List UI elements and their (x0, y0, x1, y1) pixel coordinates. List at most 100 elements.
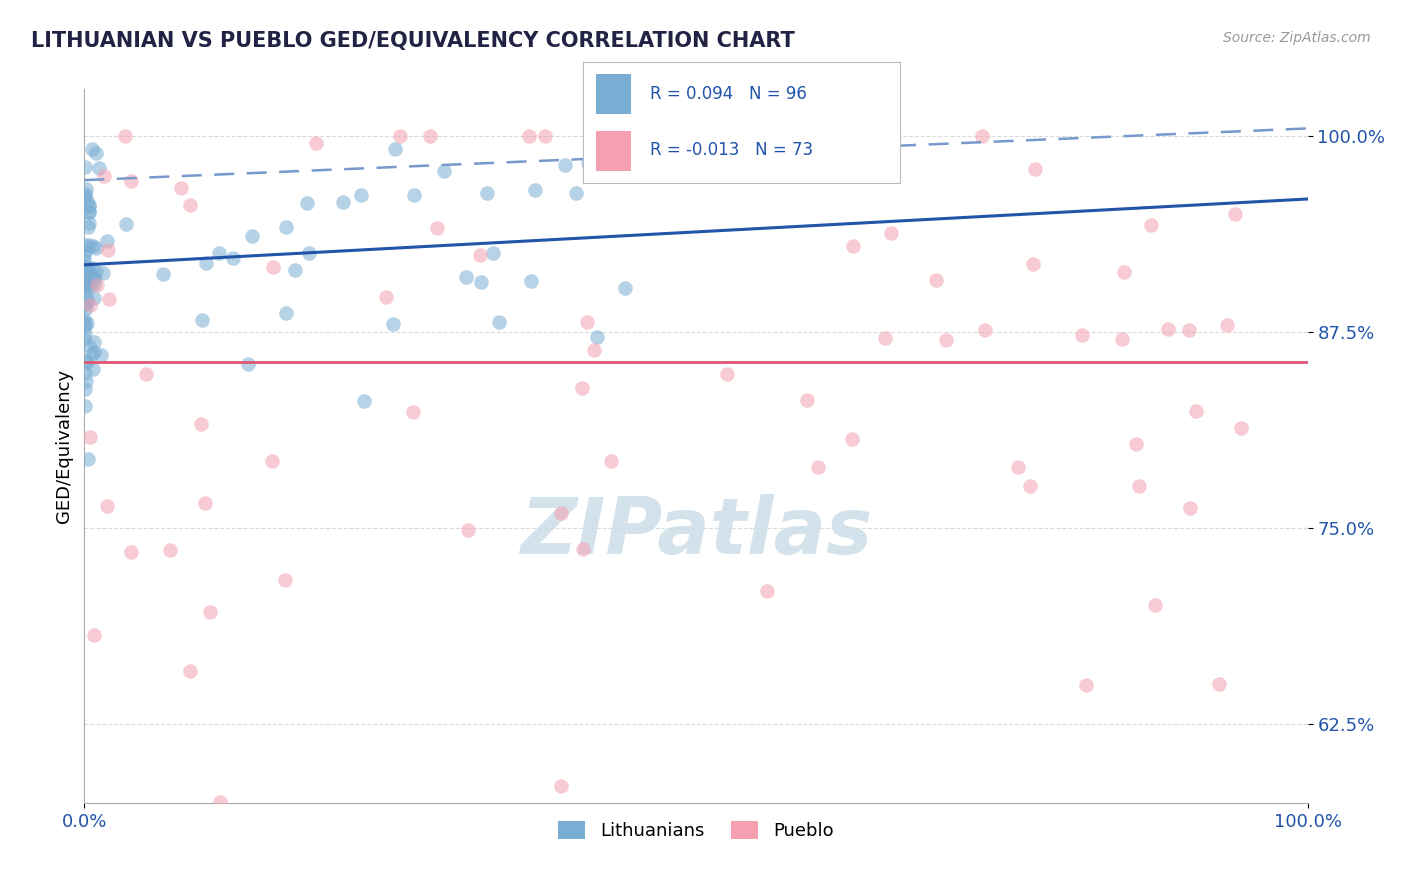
Text: LITHUANIAN VS PUEBLO GED/EQUIVALENCY CORRELATION CHART: LITHUANIAN VS PUEBLO GED/EQUIVALENCY COR… (31, 31, 794, 51)
Point (195, 255, 218, 269)
Point (381, 317, 404, 331)
Point (456, 269, 478, 284)
Point (262, 260, 284, 274)
Point (1071, 328, 1094, 343)
Point (517, 129, 540, 144)
Point (1112, 265, 1135, 279)
Point (1177, 323, 1199, 337)
Point (974, 323, 997, 337)
Point (76, 219, 98, 234)
Point (388, 129, 411, 144)
Point (1156, 321, 1178, 335)
Point (716, 367, 738, 381)
Point (353, 394, 375, 409)
Point (274, 574, 297, 588)
Point (488, 315, 510, 329)
Point (75, 318, 97, 333)
Point (284, 263, 307, 277)
Point (82, 270, 104, 285)
Point (73, 238, 96, 252)
Point (1125, 436, 1147, 450)
Point (83, 271, 105, 285)
Point (84, 241, 107, 255)
Point (432, 163, 454, 178)
Point (1139, 218, 1161, 232)
Text: Source: ZipAtlas.com: Source: ZipAtlas.com (1223, 31, 1371, 45)
Point (477, 186, 499, 200)
Point (77, 261, 100, 276)
Point (583, 343, 606, 358)
Point (84, 264, 107, 278)
Point (1184, 403, 1206, 417)
Point (120, 174, 142, 188)
Point (75, 301, 97, 315)
Point (198, 605, 221, 619)
Point (934, 333, 956, 347)
Point (260, 454, 283, 468)
Point (97, 292, 120, 306)
Point (1215, 318, 1237, 333)
Legend: Lithuanians, Pueblo: Lithuanians, Pueblo (551, 814, 841, 847)
Point (873, 331, 896, 345)
Point (76, 452, 98, 467)
Point (83, 277, 105, 292)
Point (1223, 207, 1246, 221)
Point (79, 205, 101, 219)
Point (82, 142, 104, 156)
Point (349, 188, 371, 202)
Point (77, 199, 100, 213)
Point (75, 243, 97, 257)
Point (576, 155, 599, 169)
Point (576, 315, 599, 329)
Point (571, 541, 593, 556)
Point (84, 146, 107, 161)
Point (75, 399, 97, 413)
Point (75, 263, 97, 277)
Point (842, 239, 865, 253)
Point (83, 628, 105, 642)
Point (73, 266, 96, 280)
Point (520, 274, 543, 288)
Point (152, 268, 174, 282)
Point (135, 367, 157, 381)
Point (82, 347, 104, 361)
Point (1111, 332, 1133, 346)
Point (79, 298, 101, 312)
Point (457, 523, 479, 537)
Point (1076, 678, 1098, 692)
Point (179, 198, 201, 212)
Text: R = -0.013   N = 73: R = -0.013 N = 73 (650, 141, 813, 159)
FancyBboxPatch shape (596, 131, 631, 171)
Point (599, 454, 621, 468)
Point (208, 246, 231, 260)
Point (114, 129, 136, 144)
Point (77, 205, 100, 219)
Point (402, 404, 425, 418)
Point (402, 187, 425, 202)
Point (841, 432, 863, 446)
Point (179, 664, 201, 678)
Point (1128, 479, 1150, 493)
Point (79, 278, 101, 293)
Point (295, 196, 318, 211)
Y-axis label: GED/Equivalency: GED/Equivalency (55, 369, 73, 523)
Point (73, 277, 96, 292)
Point (159, 542, 181, 557)
Point (93, 169, 115, 184)
Point (1208, 677, 1230, 691)
Point (75, 326, 97, 341)
Point (73, 259, 96, 273)
Point (170, 181, 193, 195)
Point (79, 238, 101, 252)
Point (82, 361, 104, 376)
Point (76, 293, 98, 308)
Point (73, 367, 96, 381)
Point (73, 253, 96, 268)
Point (426, 220, 449, 235)
Point (1019, 479, 1042, 493)
Point (796, 392, 818, 407)
Point (76, 355, 98, 369)
Text: R = 0.094   N = 96: R = 0.094 N = 96 (650, 86, 807, 103)
Point (73, 189, 96, 203)
Point (470, 275, 492, 289)
